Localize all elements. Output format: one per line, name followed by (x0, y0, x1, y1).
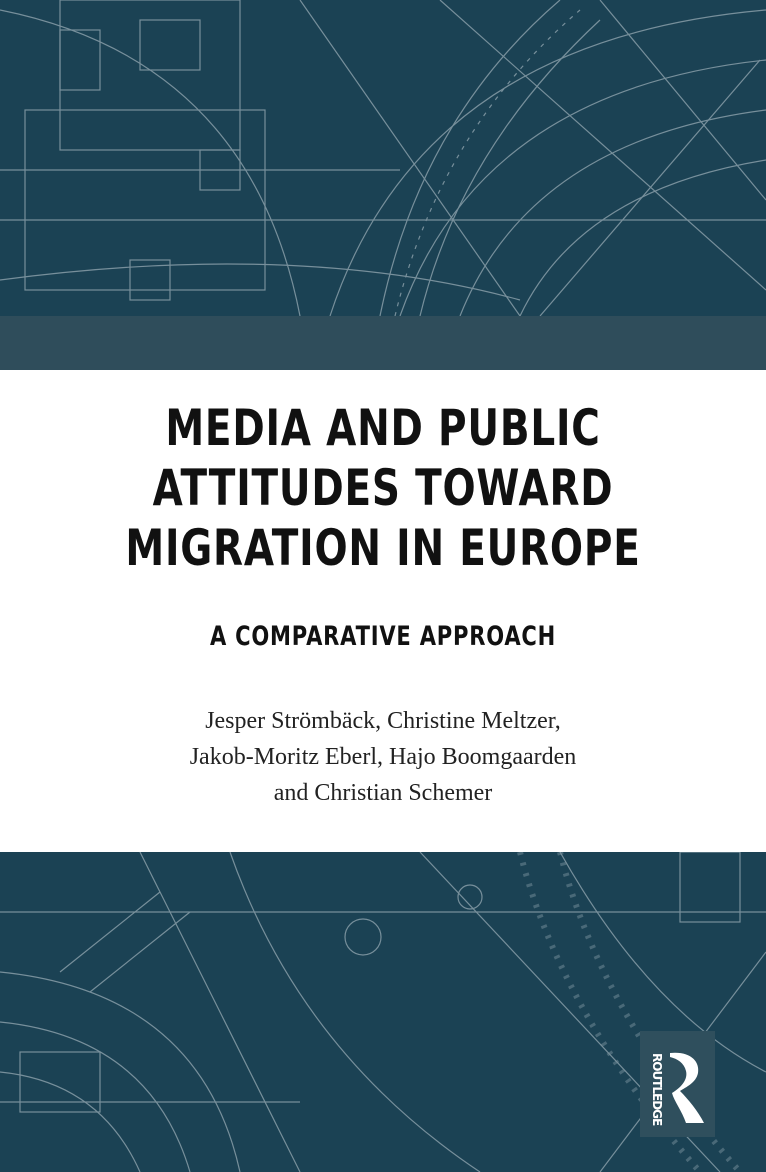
author-line: Jakob-Moritz Eberl, Hajo Boomgaarden (189, 744, 577, 770)
routledge-r-icon (670, 1052, 704, 1123)
title-line: ATTITUDES TOWARD (152, 459, 614, 517)
title-line: MIGRATION IN EUROPE (125, 519, 641, 577)
cover-bottom-architectural-drawing: ROUTLEDGE (0, 852, 766, 1172)
authors: Jesper Strömbäck, Christine Meltzer, Jak… (0, 703, 766, 811)
routledge-logo: ROUTLEDGE (640, 1031, 715, 1137)
author-line: and Christian Schemer (273, 780, 493, 806)
cover-band (0, 316, 766, 370)
author-line: Jesper Strömbäck, Christine Meltzer, (205, 708, 561, 734)
book-title: MEDIA AND PUBLIC ATTITUDES TOWARD MIGRAT… (84, 398, 681, 578)
title-line: MEDIA AND PUBLIC (165, 399, 601, 457)
publisher-name: ROUTLEDGE (650, 1053, 664, 1126)
cover-top-architectural-drawing (0, 0, 766, 316)
book-subtitle: A COMPARATIVE APPROACH (209, 621, 557, 652)
